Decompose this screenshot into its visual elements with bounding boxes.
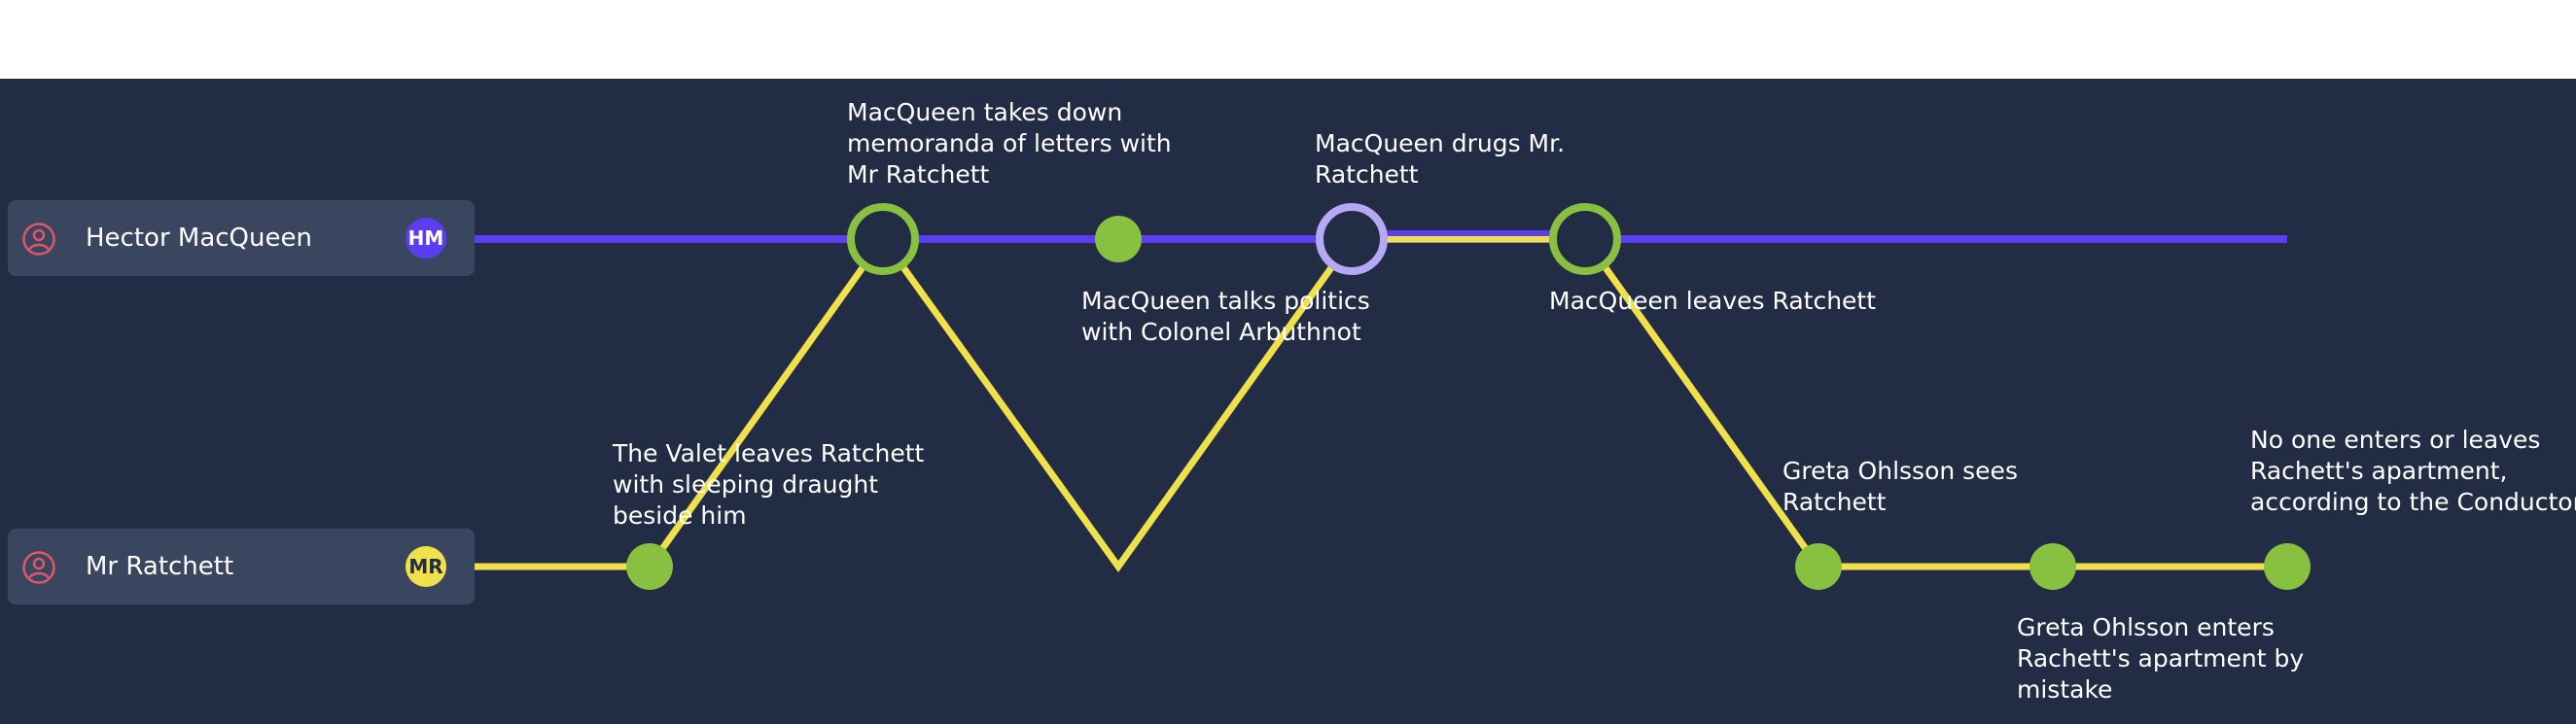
event-label-no-one-enters: No one enters or leaves Rachett's apartme… [2250, 425, 2576, 518]
timeline-canvas: Hector MacQueen HM Mr Ratchett MR The Va… [0, 79, 2576, 724]
event-label-valet-leaves: The Valet leaves Ratchett with sleeping d… [613, 438, 924, 532]
lane-label: Mr Ratchett [86, 529, 233, 604]
event-label-memoranda: MacQueen takes down memoranda of letters … [847, 97, 1172, 190]
event-marker-no-one-enters[interactable] [2264, 543, 2311, 590]
person-circle-icon [21, 550, 56, 585]
event-label-greta-sees: Greta Ohlsson sees Ratchett [1782, 456, 2018, 518]
initials-badge: MR [406, 546, 446, 587]
event-marker-greta-sees[interactable] [1795, 543, 1842, 590]
event-label-greta-enters: Greta Ohlsson enters Rachett's apartment … [2017, 612, 2304, 706]
event-label-leaves-ratchett: MacQueen leaves Ratchett [1549, 286, 1876, 317]
event-marker-greta-enters[interactable] [2029, 543, 2076, 590]
event-marker-drugs-ratchett[interactable] [1320, 207, 1384, 271]
event-marker-valet-leaves[interactable] [626, 543, 673, 590]
event-marker-memoranda[interactable] [851, 207, 915, 271]
event-label-talks-politics: MacQueen talks politics with Colonel Arbu… [1081, 286, 1370, 348]
event-label-drugs-ratchett: MacQueen drugs Mr. Ratchett [1315, 128, 1565, 190]
lane-hector-macqueen[interactable]: Hector MacQueen HM [8, 200, 475, 276]
lane-label: Hector MacQueen [86, 200, 312, 276]
event-marker-talks-politics[interactable] [1095, 216, 1142, 262]
initials-badge: HM [406, 218, 446, 259]
event-marker-leaves-ratchett[interactable] [1553, 207, 1617, 271]
person-circle-icon [21, 222, 56, 257]
lane-mr-ratchett[interactable]: Mr Ratchett MR [8, 529, 475, 604]
